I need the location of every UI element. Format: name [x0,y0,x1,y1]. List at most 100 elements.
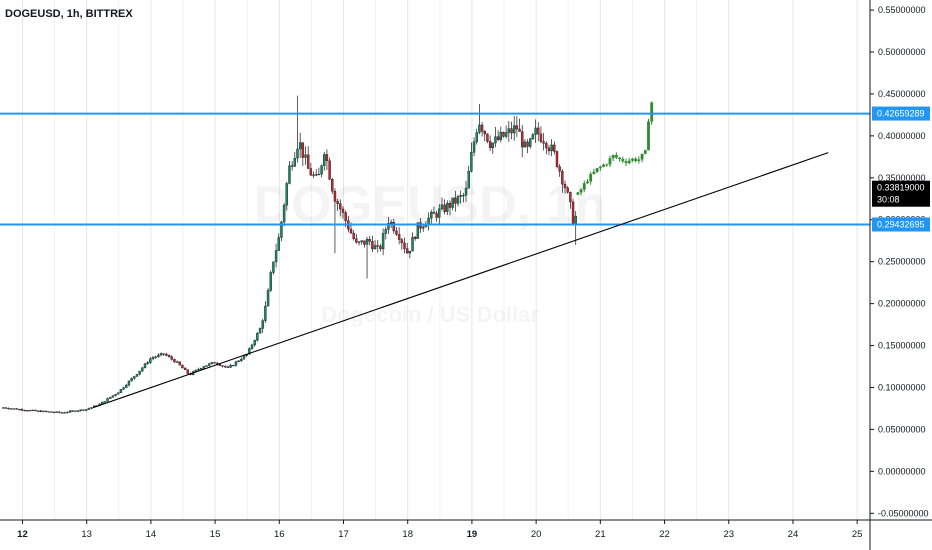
candle [170,355,173,361]
candle [79,409,82,412]
candle [470,142,473,173]
candle [288,161,291,185]
candle [488,135,492,152]
candle [205,365,208,367]
candle-body [408,250,412,254]
candle-body [15,408,18,410]
candle-body [312,174,315,176]
candle [542,133,545,151]
candle [119,389,123,394]
candle [264,301,267,323]
candle-body [173,359,176,363]
candle-body [339,203,342,210]
candle-body [373,245,377,250]
price-tick-label: 0.25000000 [878,257,926,267]
candle [12,408,16,410]
candle-body [141,367,144,372]
candle [42,410,45,413]
candle-body [2,407,5,409]
candle [395,226,398,237]
candle [20,408,24,412]
candle [507,121,511,142]
candle-body [109,397,112,399]
candle-body [50,411,53,413]
candle [151,355,155,361]
candle [502,131,505,138]
candle-body [325,154,329,162]
candle-body [355,238,358,243]
symbol-title: DOGEUSD, 1h, BITTREX [5,8,133,20]
candle-body [10,408,13,410]
candle [341,206,345,219]
candle-body [261,320,264,329]
candle-body [296,148,299,159]
time-tick-label: 14 [146,529,157,540]
candle-body [240,358,243,362]
candle [117,392,120,395]
candle [226,365,230,368]
candle [422,224,425,232]
candle-body [432,211,436,214]
candle [208,362,211,367]
candle [483,130,486,142]
candle-body [202,366,206,369]
candle-body [229,365,232,368]
candle-body [159,353,163,356]
candle [186,369,190,375]
candle [381,228,385,256]
candle [60,412,64,414]
candle [159,352,163,357]
candle-body [414,236,417,239]
candle [213,361,216,364]
candle [229,363,232,369]
candle [90,407,93,410]
candle [47,411,50,413]
candle [210,362,214,365]
candle [266,287,270,307]
candle-body [502,132,505,137]
candle-body [306,154,310,169]
candle [127,380,131,387]
projected-body [618,157,621,160]
candle-body [357,241,361,243]
candle-body [36,410,40,412]
candle-body [574,215,577,225]
candle [521,124,524,158]
candle-body [563,183,567,189]
candle-body [60,412,64,414]
candle [175,360,179,363]
candle-body [143,363,147,368]
candle [44,410,48,413]
candle-body [34,409,37,412]
candle-body [47,411,50,413]
candle [392,218,396,234]
projected-candle [631,157,634,163]
candle-body [494,136,497,144]
candle-body [28,409,32,412]
candle-body [232,364,235,367]
candle [571,198,575,226]
candle [355,233,358,244]
candle-body [256,333,259,341]
candle-body [368,239,371,242]
candle [563,180,567,194]
candle [494,126,497,148]
candle-body [282,204,286,223]
candle-body [395,230,398,235]
candle [515,116,519,137]
candle-body [197,368,200,371]
time-tick-label: 23 [723,529,734,540]
candle-body [31,409,34,412]
candle [234,360,238,367]
candle [74,410,77,412]
projected-candle [611,154,615,162]
candle [397,227,401,245]
candle [250,343,254,350]
candle [15,407,18,410]
projected-candle [637,156,641,164]
candle [317,167,321,176]
candle-body [181,364,184,369]
candle [240,357,243,362]
